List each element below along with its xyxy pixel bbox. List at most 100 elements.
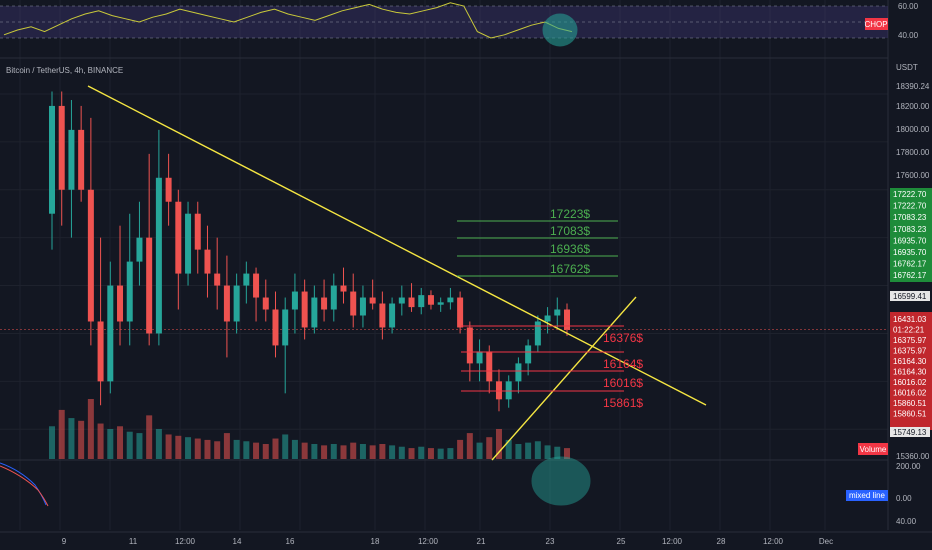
volume-bar [359, 444, 366, 459]
candle-body [408, 297, 415, 308]
volume-bar [311, 444, 318, 459]
time-tick-label: 21 [477, 537, 486, 546]
resistance-label: 16762$ [550, 262, 590, 276]
volume-tick: 200.00 [896, 462, 921, 471]
resistance-label: 17083$ [550, 224, 590, 238]
volume-bar [398, 446, 405, 459]
current-price-label-bg [890, 291, 930, 301]
time-tick-label: 28 [717, 537, 726, 546]
volume-tick: 40.00 [896, 517, 917, 526]
volume-bar [389, 445, 396, 459]
green-price-label: 17222.70 [893, 202, 927, 211]
candle-body [223, 285, 230, 322]
candle-body [515, 363, 522, 382]
red-price-label: 16164.30 [893, 357, 927, 366]
candle-body [233, 285, 240, 322]
support-label: 15861$ [603, 396, 643, 410]
volume-bar [476, 442, 483, 459]
volume-bar [564, 448, 570, 459]
volume-label-bg [858, 443, 888, 455]
time-tick-label: 25 [617, 537, 626, 546]
red-price-label: 15860.51 [893, 410, 927, 419]
candle-body [282, 309, 289, 346]
volume-bar [437, 448, 444, 459]
green-price-label: 16762.17 [893, 260, 927, 269]
candle-body [243, 273, 250, 286]
volume-bar [554, 446, 561, 459]
candle-body [534, 321, 541, 346]
time-tick-label: Dec [819, 537, 833, 546]
volume-bar [321, 445, 328, 459]
candle-body [321, 297, 328, 310]
ascending-trendline [491, 296, 637, 461]
candle-body [78, 129, 85, 190]
candle-body [291, 291, 298, 310]
candle-body [175, 201, 182, 274]
volume-bar [49, 426, 55, 459]
candle-body [155, 177, 162, 334]
volume-bar [369, 445, 376, 459]
time-tick-label: 23 [546, 537, 555, 546]
volume-highlight-circle [531, 456, 591, 506]
chart-grid [0, 0, 889, 530]
candle-body [204, 249, 211, 274]
candle-body [466, 327, 473, 364]
time-axis[interactable]: 9 11 12:00 14 16 18 12:00 21 23 25 12:00 28 12:00 Dec [0, 531, 932, 546]
chop-tick: 60.00 [898, 2, 919, 11]
candle-body [544, 315, 551, 322]
candle-body [68, 129, 75, 190]
candle-body [49, 105, 55, 214]
resistance-label: 17223$ [550, 207, 590, 221]
price-axis[interactable]: 18390.24 18200.00 18000.00 17800.00 17600.00… [846, 82, 932, 526]
volume-tick: 0.00 [896, 494, 912, 503]
volume-bar [408, 448, 415, 459]
volume-bar [107, 429, 114, 459]
volume-bar [214, 441, 221, 459]
price-tick: 18390.24 [896, 82, 930, 91]
volume-bar [243, 441, 250, 459]
candle-body [126, 261, 133, 322]
volume-bar [117, 426, 124, 459]
candle-body [87, 189, 94, 322]
volume-bar [253, 442, 260, 459]
chop-label-bg [865, 18, 888, 30]
green-price-label: 17083.23 [893, 225, 927, 234]
volume-bar [350, 442, 357, 459]
volume-bar [427, 448, 434, 459]
candle-body [564, 309, 570, 330]
candle-body [495, 381, 502, 400]
resistance-label: 16936$ [550, 242, 590, 256]
candle-body [486, 351, 493, 382]
volume-bar [418, 446, 425, 459]
candle-body [505, 381, 512, 400]
price-tick: 18200.00 [896, 102, 930, 111]
price-tick: 18000.00 [896, 125, 930, 134]
volume-bar [272, 438, 279, 459]
candle-body [525, 345, 532, 364]
candle-body [398, 297, 405, 304]
candle-body [272, 309, 279, 346]
time-tick-label: 12:00 [175, 537, 196, 546]
chop-line [3, 2, 573, 39]
red-price-label: 16375.97 [893, 336, 927, 345]
volume-bar [185, 437, 192, 459]
volume-bar [544, 445, 551, 459]
candle-body [58, 105, 65, 190]
time-tick-label: 12:00 [418, 537, 439, 546]
candle-body [301, 291, 308, 328]
bottom-price-label-bg [890, 427, 930, 437]
price-levels: 17223$ 17083$ 16936$ 16762$ 16376$ 16164$ 1601… [87, 85, 707, 461]
time-tick-label: 14 [233, 537, 242, 546]
price-tick: 15360.00 [896, 452, 930, 461]
candle-body [350, 291, 357, 316]
currency-unit: USDT [896, 63, 918, 72]
macd-badge-bg [846, 490, 888, 501]
time-tick-label: 11 [129, 537, 138, 546]
volume-bar [262, 444, 269, 459]
volume-bar [447, 448, 454, 459]
candlesticks [49, 91, 570, 412]
current-price-label: 16599.41 [893, 292, 927, 301]
candle-body [379, 303, 386, 328]
volume-bar [457, 439, 464, 459]
